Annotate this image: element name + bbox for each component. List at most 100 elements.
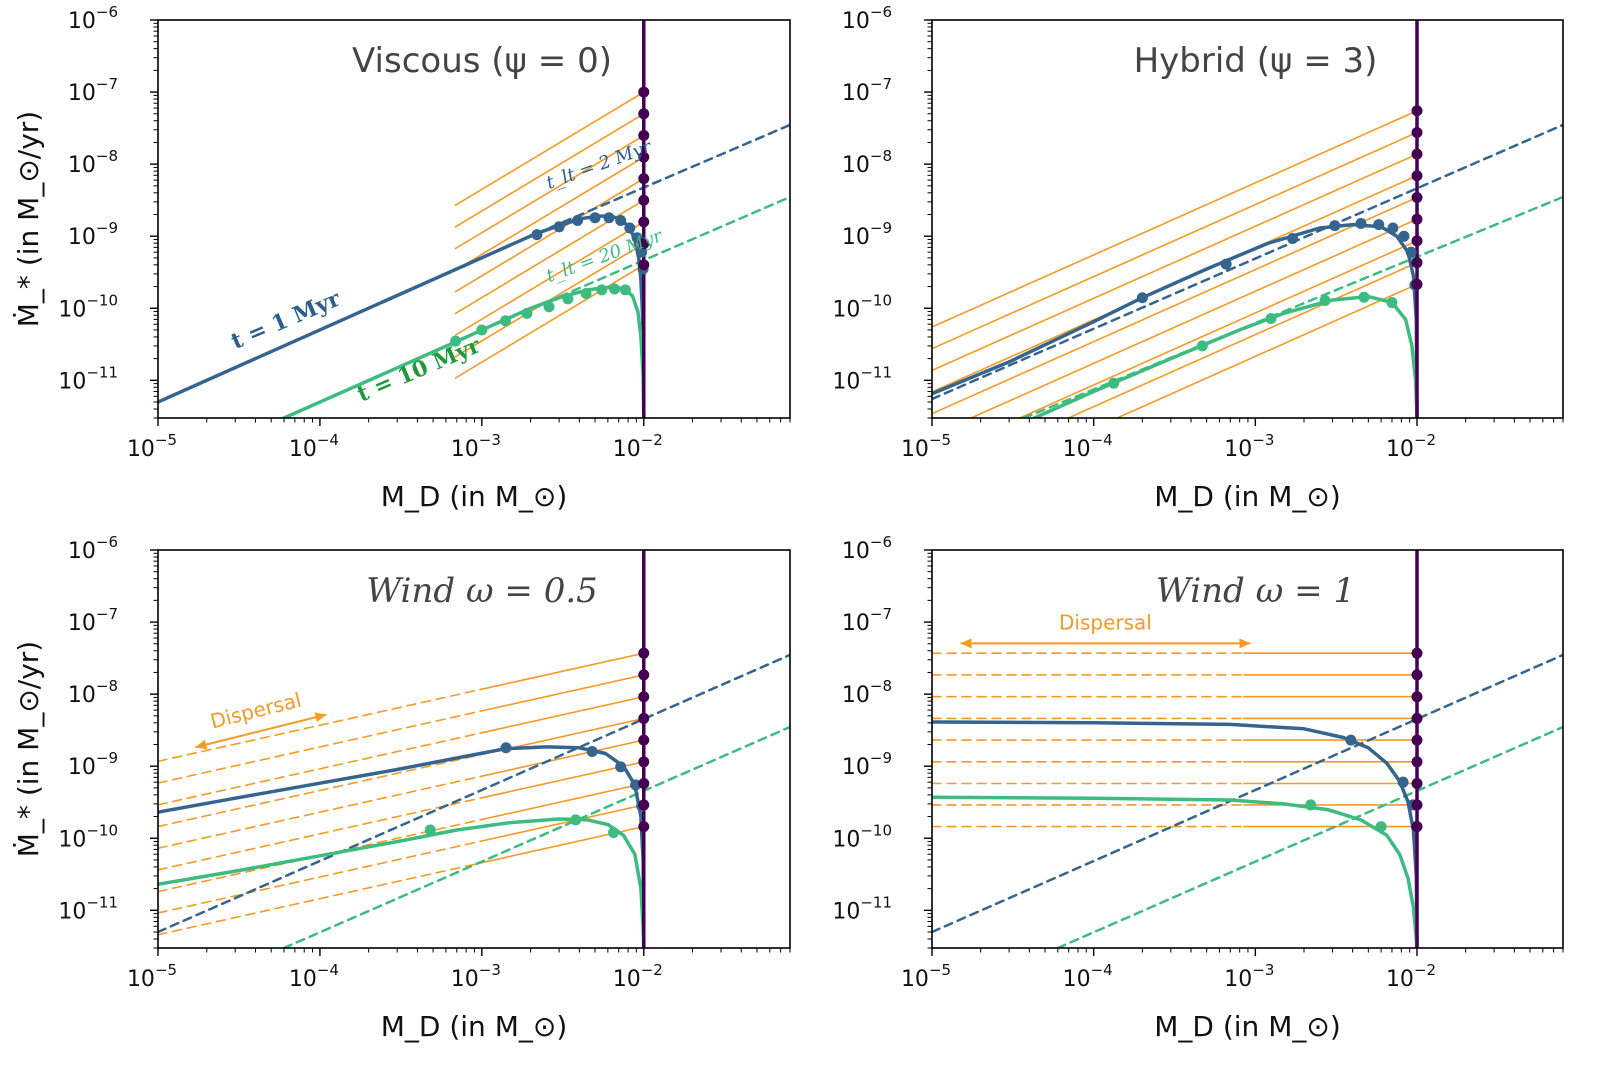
y-tick-label: 10−11 (832, 363, 892, 394)
evolution-trajectory (1018, 240, 1418, 418)
x-tick-label: 10−3 (1224, 961, 1274, 992)
isochron-point-t10 (521, 307, 533, 319)
initial-point (1411, 756, 1423, 768)
dispersal-trajectory-dashed (158, 688, 483, 763)
isochron-point-t1 (1136, 292, 1148, 304)
panel-title: Wind ω = 1 (1156, 571, 1355, 611)
x-axis-label: M_D (in M_⊙) (381, 480, 568, 513)
initial-point (638, 734, 650, 746)
isochron-point-t10 (1196, 340, 1208, 352)
y-tick-label: 10−8 (842, 677, 892, 708)
isochron-line-t1 (158, 231, 539, 404)
isochron-point-t10 (570, 814, 582, 826)
isochron-point-t1 (630, 779, 642, 791)
initial-point (1411, 235, 1423, 247)
isochron-point-t10 (1265, 313, 1277, 325)
initial-point (1411, 799, 1423, 811)
isochron-point-t10 (580, 288, 592, 300)
initial-point (1411, 712, 1423, 724)
panel-wind1: Dispersal 10−5 10−4 10−3 10−2 10−11 10−10 10−9 1… (832, 533, 1564, 1043)
panel-title: Wind ω = 0.5 (366, 571, 598, 611)
dashed-isochron-t-lt-2-myr (158, 653, 790, 934)
dispersal-annotation: Dispersal (960, 610, 1251, 649)
isochron-point-t1 (1287, 232, 1299, 244)
x-tick-label: 10−4 (1063, 961, 1113, 992)
evolution-trajectory (454, 91, 645, 206)
arrow-head-right (314, 712, 327, 723)
isochron-point-t10 (1386, 297, 1398, 309)
dispersal-trajectory-dashed (158, 775, 483, 850)
x-tick-label: 10−4 (1063, 431, 1113, 462)
isochron-point-t10 (476, 324, 488, 336)
dispersal-annotation: Dispersal (195, 688, 327, 750)
dispersal-trajectory-dashed (158, 861, 483, 936)
dispersal-trajectory (480, 739, 645, 778)
initial-point (1411, 669, 1423, 681)
dispersal-trajectory-dashed (158, 710, 483, 784)
isochron-point-t1 (1405, 246, 1417, 258)
isochron-point-t1 (531, 229, 543, 241)
dashed-isochron-t-lt-20-myr (1056, 725, 1563, 948)
dashed-isochron-t-lt-2-myr (536, 123, 790, 235)
dispersal-trajectory (480, 674, 645, 712)
dispersal-trajectory (480, 695, 645, 734)
y-tick-label: 10−10 (58, 821, 118, 852)
initial-point (638, 108, 650, 120)
x-tick-label: 10−5 (127, 431, 177, 462)
dispersal-trajectory-dashed (158, 753, 483, 828)
isochron-point-t1 (1220, 258, 1232, 270)
isochron-point-t1 (553, 221, 565, 233)
initial-point (1411, 691, 1423, 703)
isochron-point-t1 (572, 215, 584, 227)
plot-area (158, 20, 790, 418)
dispersal-trajectory (480, 782, 645, 821)
evolution-trajectory (454, 264, 645, 379)
x-tick-label: 10−5 (127, 961, 177, 992)
initial-point (1411, 126, 1423, 138)
y-tick-label: 10−9 (68, 219, 118, 250)
initial-point (638, 669, 650, 681)
initial-point (1411, 647, 1423, 659)
isochron-curve-t10 (1032, 294, 1419, 418)
y-tick-label: 10−8 (68, 147, 118, 178)
panel-wind05: Dispersal 10−5 10−4 10−3 10−2 10−11 10−10 10−9 1… (12, 533, 791, 1043)
evolution-trajectory (454, 113, 645, 228)
x-tick-label: 10−2 (1386, 961, 1436, 992)
x-tick-label: 10−4 (289, 961, 339, 992)
isochron-point-t10 (596, 284, 608, 296)
dispersal-trajectory-dashed (158, 796, 483, 871)
y-tick-label: 10−6 (842, 533, 892, 564)
initial-point (1411, 105, 1423, 117)
initial-point (1411, 821, 1423, 833)
dispersal-trajectory (480, 652, 645, 691)
x-tick-label: 10−2 (1386, 431, 1436, 462)
isochron-point-t1 (1387, 222, 1399, 234)
x-tick-label: 10−5 (901, 961, 951, 992)
isochron-point-t1 (1373, 219, 1385, 231)
initial-point (638, 151, 650, 163)
dispersal-label: Dispersal (208, 688, 304, 734)
isochron-curve-t10 (158, 817, 646, 948)
isochron-point-t1 (615, 761, 627, 773)
evolution-trajectory (454, 156, 645, 272)
plot-area (158, 550, 790, 948)
isochron-point-t10 (562, 293, 574, 305)
isochron-point-t10 (500, 315, 512, 327)
isochron-point-t1 (636, 246, 648, 258)
x-axis-label: M_D (in M_⊙) (381, 1010, 568, 1043)
isochron-point-t1 (1397, 776, 1409, 788)
isochron-point-t10 (1305, 799, 1317, 811)
y-tick-label: 10−7 (842, 75, 892, 106)
x-tick-label: 10−2 (613, 431, 663, 462)
dispersal-arrow (195, 713, 327, 749)
initial-point (638, 691, 650, 703)
x-tick-label: 10−3 (451, 431, 501, 462)
isochron-point-t10 (450, 335, 462, 347)
y-axis-label: Ṁ_* (in M_⊙/yr) (12, 641, 45, 857)
y-tick-label: 10−8 (68, 677, 118, 708)
isochron-point-t1 (615, 215, 627, 227)
isochron-point-t10 (1358, 291, 1370, 303)
initial-point (638, 173, 650, 185)
panel-title: Viscous (ψ = 0) (352, 41, 612, 81)
y-tick-label: 10−6 (68, 533, 118, 564)
